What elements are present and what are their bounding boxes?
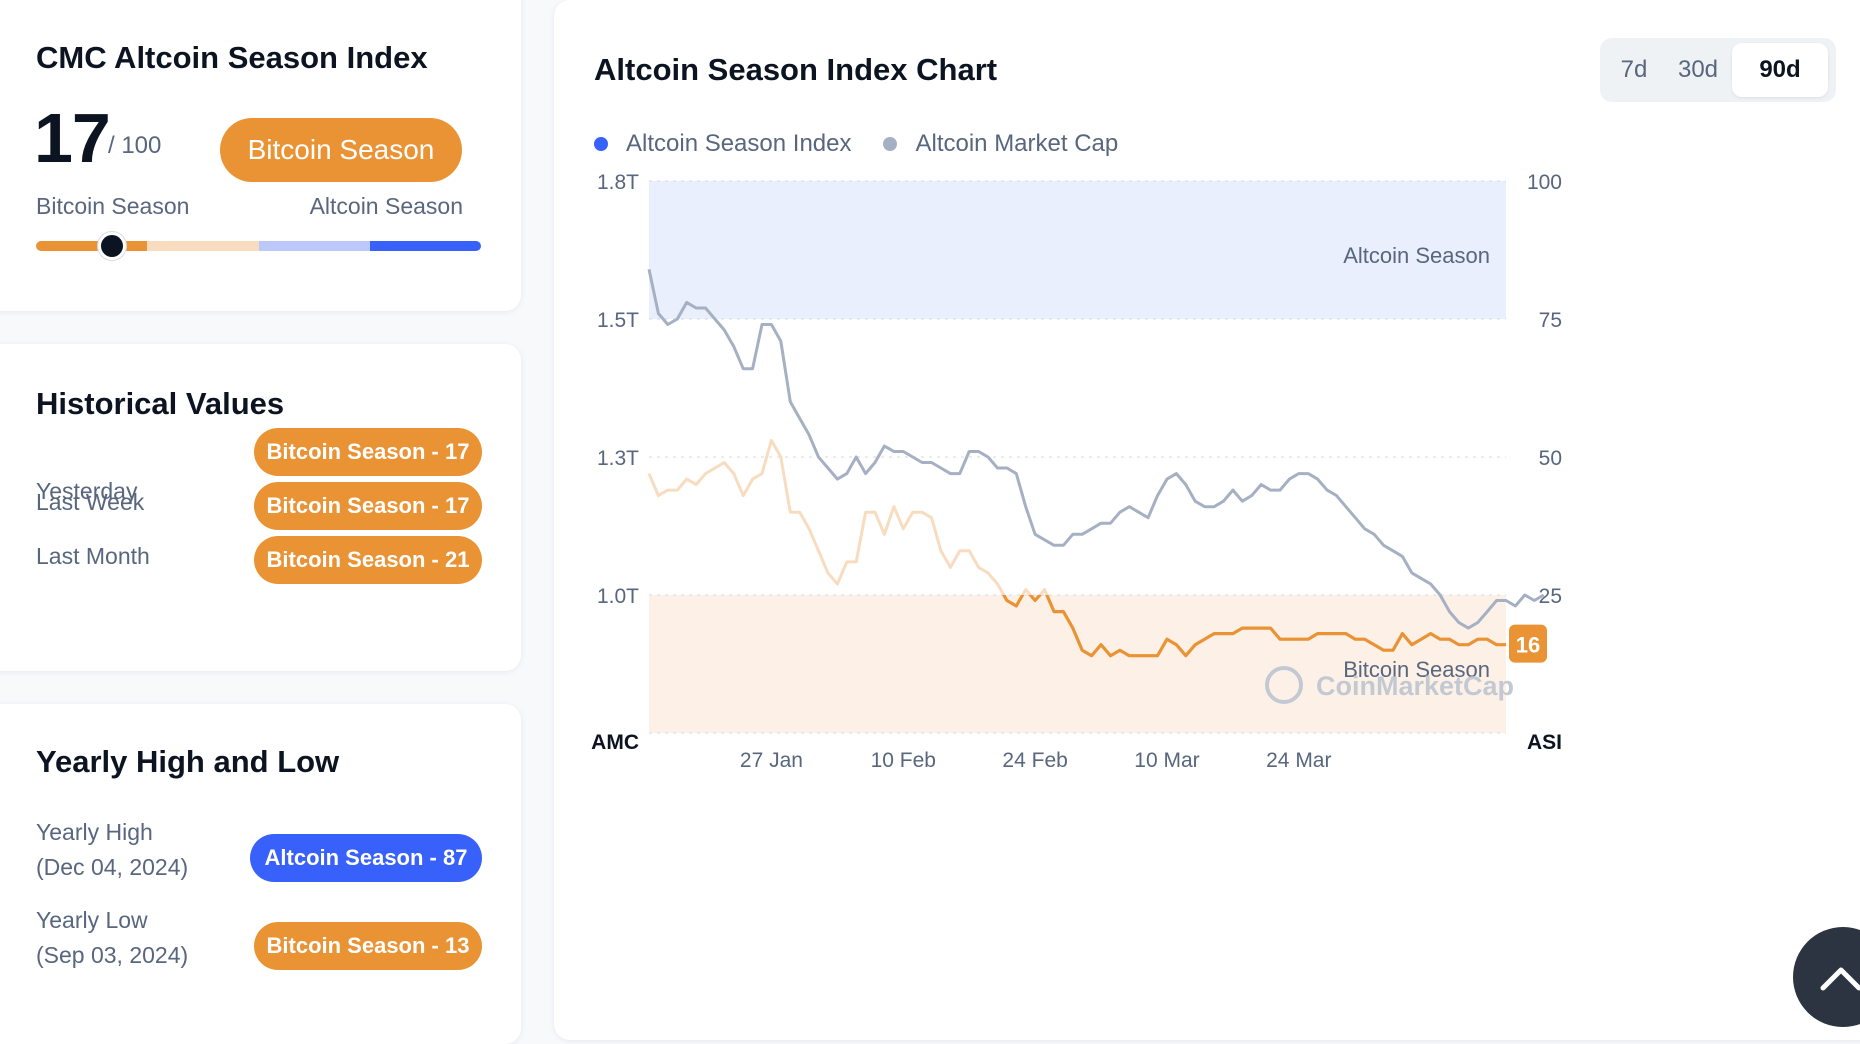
right-axis-title: ASI [1527,731,1562,754]
historical-label-last-month: Last Month [36,543,150,569]
gauge-segment-bitcoin-light [147,241,259,251]
yearly-low-date: (Sep 03, 2024) [36,942,189,968]
chart-card: Altcoin Season Index Chart 7d 30d 90d Al… [554,0,1860,1040]
right-axis-tick: 50 [1539,447,1562,470]
legend-label-amc: Altcoin Market Cap [915,130,1119,157]
gauge-segment-bitcoin [36,241,148,251]
x-axis-tick: 10 Mar [1134,749,1199,772]
series-line-altcoin-season-index-active [1001,595,1506,658]
left-axis-tick: 1.3T [597,447,639,470]
chart-title: Altcoin Season Index Chart [594,52,998,87]
range-selector: 7d 30d 90d [1600,38,1836,102]
yearly-high-low-card: Yearly High and Low Yearly High (Dec 04,… [0,704,521,1044]
yearly-high-date: (Dec 04, 2024) [36,854,189,880]
x-axis-tick: 24 Feb [1002,749,1067,772]
legend-label-asi: Altcoin Season Index [626,130,852,157]
gauge-indicator [97,232,126,260]
left-axis-tick: 1.5T [597,309,639,332]
yearly-high-label: Yearly High [36,819,153,845]
gauge-segment-altcoin-light [258,241,370,251]
historical-value-yesterday: Bitcoin Season - 17 [254,428,482,476]
index-card: CMC Altcoin Season Index 17 / 100 Bitcoi… [0,0,521,311]
yearly-high-value: Altcoin Season - 87 [250,834,482,882]
chevron-up-icon [1820,967,1860,991]
legend-dot-amc [883,137,898,151]
left-axis-tick: 1.8T [597,171,639,194]
legend-dot-asi [594,137,608,151]
season-gauge [36,241,481,251]
season-index-chart: Altcoin Season Bitcoin Season 100 1.8T 75 1.5… [591,171,1562,772]
coinmarketcap-logo-icon [1265,666,1303,704]
zone-label-bitcoin: Bitcoin Season [1343,657,1490,682]
index-title: CMC Altcoin Season Index [36,40,428,75]
right-axis-tick: 75 [1539,309,1562,332]
index-score: 17 [34,99,111,177]
right-axis-tick: 25 [1539,585,1562,608]
season-status-badge: Bitcoin Season [220,118,462,182]
historical-title: Historical Values [36,386,285,421]
bitcoin-season-zone [649,595,1506,733]
historical-label-yesterday: Yesterday [36,478,138,504]
historical-value-last-week: Bitcoin Season - 17 [254,482,482,530]
legend-item-amc[interactable]: Altcoin Market Cap [883,130,1118,158]
yearly-title: Yearly High and Low [36,744,340,779]
chart-legend: Altcoin Season Index Altcoin Market Cap [594,130,1150,158]
legend-item-asi[interactable]: Altcoin Season Index [594,130,851,158]
gauge-segment-altcoin [369,241,481,251]
x-axis-tick: 27 Jan [740,749,803,772]
watermark-text: CoinMarketCap [1316,671,1514,701]
index-score-max: / 100 [108,132,162,159]
right-axis-tick: 100 [1527,171,1562,194]
altcoin-season-zone [649,181,1506,319]
historical-value-last-month: Bitcoin Season - 21 [254,536,482,584]
range-button-30d[interactable]: 30d [1677,56,1719,83]
current-value-badge [1509,624,1547,663]
gauge-label-bitcoin: Bitcoin Season [36,193,190,219]
yearly-low-value: Bitcoin Season - 13 [254,922,482,970]
left-axis-title: AMC [591,731,639,754]
historical-label-last-week: Last Week [36,489,145,515]
range-button-90d[interactable]: 90d [1732,43,1828,97]
historical-values-card: Historical Values Yesterday Bitcoin Seas… [0,344,521,671]
series-line-altcoin-market-cap [647,268,1545,630]
range-button-7d[interactable]: 7d [1620,56,1648,83]
x-axis-tick: 24 Mar [1266,749,1331,772]
gauge-label-altcoin: Altcoin Season [309,193,463,219]
yearly-low-label: Yearly Low [36,907,148,933]
x-axis-tick: 10 Feb [871,749,936,772]
current-value-label: 16 [1516,633,1540,658]
zone-label-altcoin: Altcoin Season [1343,243,1490,268]
left-axis-tick: 1.0T [597,585,639,608]
